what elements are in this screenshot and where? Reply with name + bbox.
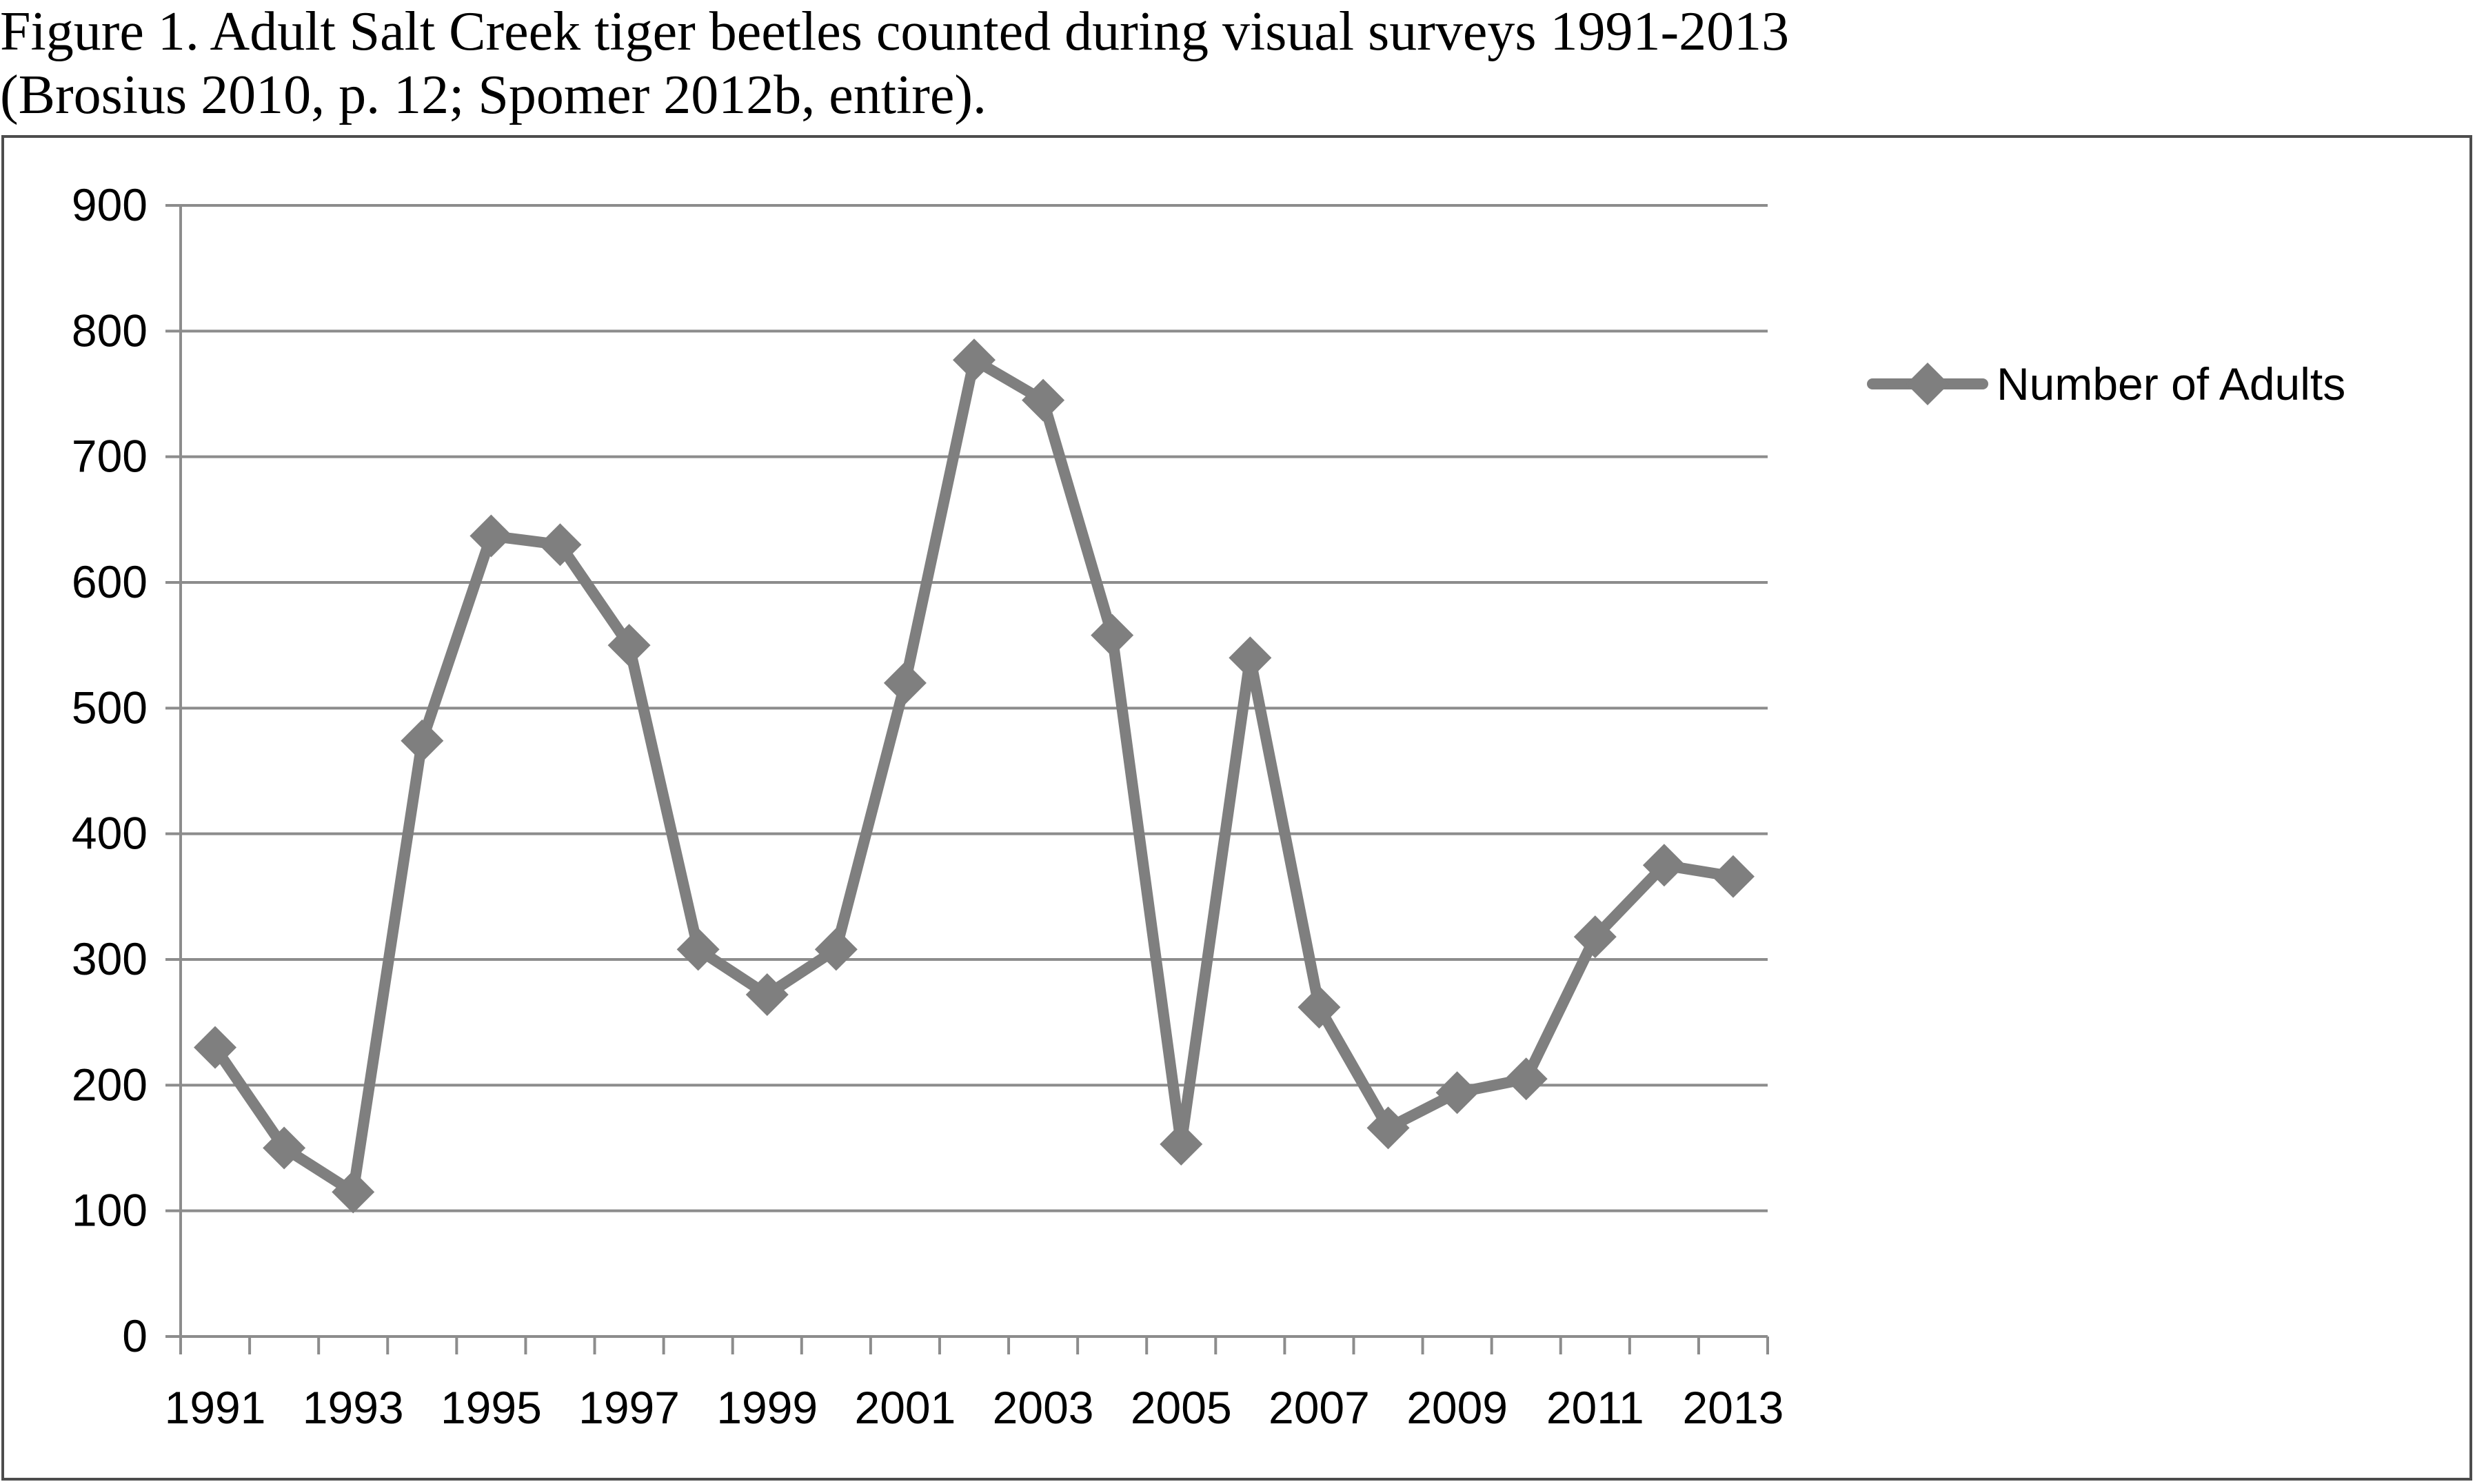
data-point: [745, 973, 789, 1017]
series-line: [210, 354, 1739, 1198]
data-point: [538, 523, 582, 567]
figure-caption: Figure 1. Adult Salt Creek tiger beetles…: [0, 0, 2475, 127]
x-tick-label: 2009: [1406, 1382, 1508, 1433]
data-point: [607, 624, 651, 667]
x-tick-label: 1995: [441, 1382, 542, 1433]
data-point: [1435, 1071, 1479, 1115]
legend-label: Number of Adults: [1997, 358, 2345, 409]
x-tick-label: 2007: [1269, 1382, 1370, 1433]
legend: Number of Adults: [1867, 358, 2345, 409]
x-tick-label: 2005: [1131, 1382, 1232, 1433]
caption-line-1: Figure 1. Adult Salt Creek tiger beetles…: [0, 1, 1790, 62]
data-series: [194, 338, 1755, 1214]
data-point: [1504, 1057, 1548, 1101]
y-tick-label: 800: [72, 305, 148, 356]
y-tick-label: 300: [72, 933, 148, 984]
y-tick-label: 200: [72, 1059, 148, 1110]
data-point: [1366, 1106, 1410, 1150]
data-point: [1160, 1123, 1203, 1166]
data-point: [953, 338, 996, 382]
y-tick-label: 900: [72, 179, 148, 230]
legend-marker: [1906, 363, 1949, 405]
y-tick-label: 600: [72, 556, 148, 607]
data-point: [1091, 613, 1134, 657]
data-point: [676, 928, 720, 971]
data-point: [469, 514, 513, 558]
chart-area: [1, 135, 2472, 1481]
y-tick-label: 700: [72, 431, 148, 482]
data-point: [814, 928, 858, 971]
x-tick-label: 2013: [1683, 1382, 1784, 1433]
data-point: [1297, 986, 1341, 1029]
data-point: [883, 661, 927, 704]
data-point: [1711, 855, 1755, 898]
data-point: [263, 1126, 306, 1170]
x-tick-label: 2001: [854, 1382, 956, 1433]
x-tick-label: 2003: [993, 1382, 1094, 1433]
axes: 0 100 200 300 400 500 600 700 800 900 1991 1993 1995…: [72, 179, 1784, 1433]
gridlines: [181, 204, 1768, 1212]
data-point: [401, 719, 444, 762]
x-tick-label: 1999: [716, 1382, 818, 1433]
data-point: [1573, 915, 1617, 959]
y-tick-label: 0: [122, 1310, 148, 1361]
x-tick-label: 2011: [1546, 1382, 1644, 1433]
y-tick-label: 100: [72, 1185, 148, 1236]
caption-line-2: (Brosius 2010, p. 12; Spomer 2012b, enti…: [0, 65, 987, 125]
y-tick-label: 400: [72, 808, 148, 859]
x-tick-label: 1997: [578, 1382, 680, 1433]
data-point: [332, 1170, 375, 1214]
data-point: [194, 1026, 237, 1069]
data-point: [1229, 636, 1272, 680]
y-tick-label: 500: [72, 682, 148, 733]
data-point: [1022, 378, 1065, 422]
x-tick-label: 1991: [165, 1382, 266, 1433]
x-tick-label: 1993: [303, 1382, 404, 1433]
data-point: [1642, 844, 1686, 887]
